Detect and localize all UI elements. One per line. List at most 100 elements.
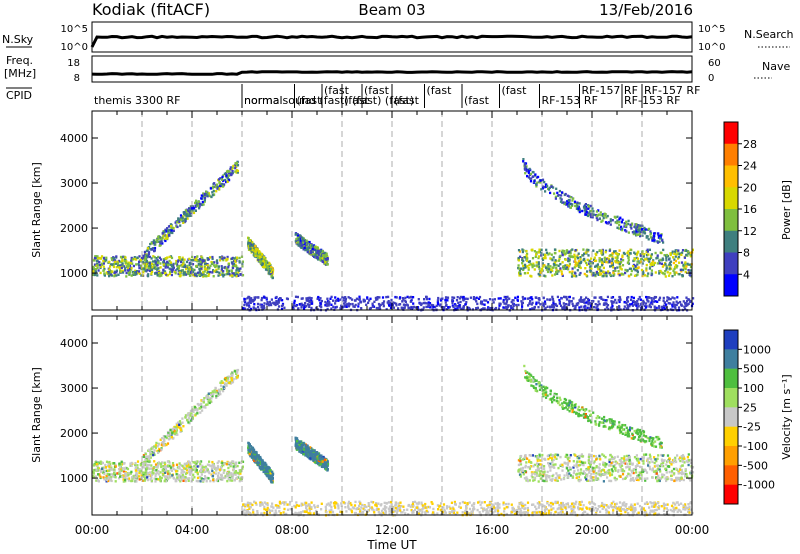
range-cell — [207, 470, 210, 473]
range-cell — [542, 302, 545, 305]
range-cell — [178, 474, 181, 477]
range-cell — [163, 466, 166, 469]
range-cell — [669, 253, 672, 257]
range-cell — [142, 471, 145, 474]
range-cell — [533, 268, 536, 271]
range-cell — [129, 462, 132, 465]
range-cell — [641, 274, 644, 278]
range-cell — [207, 267, 210, 270]
range-cell — [638, 232, 641, 236]
range-cell — [622, 259, 625, 262]
range-cell — [402, 303, 405, 306]
range-cell — [592, 271, 595, 275]
range-cell — [626, 254, 629, 257]
range-cell — [586, 270, 589, 273]
range-cell — [225, 273, 228, 276]
range-cell — [148, 455, 151, 458]
range-cell — [645, 258, 648, 261]
range-cell — [678, 261, 681, 264]
range-cell — [623, 300, 626, 304]
range-cell — [143, 463, 146, 467]
range-cell — [172, 467, 175, 471]
range-cell — [143, 460, 146, 464]
range-cell — [162, 435, 165, 438]
range-cell — [587, 212, 590, 215]
range-cell — [647, 238, 650, 241]
range-cell — [266, 302, 269, 305]
range-cell — [362, 298, 365, 301]
range-cell — [307, 246, 310, 250]
range-cell — [228, 178, 231, 182]
range-cell — [390, 298, 393, 302]
range-cell — [142, 479, 145, 482]
range-cell — [166, 433, 169, 437]
range-cell — [663, 272, 666, 276]
range-cell — [222, 389, 225, 393]
range-cell — [620, 221, 623, 224]
range-cell — [648, 303, 651, 306]
range-cell — [529, 172, 532, 176]
range-cell — [664, 275, 667, 278]
range-cell — [598, 296, 601, 299]
range-cell — [201, 469, 204, 472]
range-cell — [149, 453, 152, 456]
range-cell — [182, 211, 185, 214]
range-cell — [176, 225, 179, 229]
range-cell — [636, 299, 639, 303]
range-cell — [157, 464, 160, 467]
range-cell — [115, 262, 118, 265]
range-cell — [528, 297, 531, 300]
range-cell — [203, 199, 206, 202]
range-cell — [132, 477, 136, 480]
range-cell — [692, 297, 695, 300]
range-cell — [153, 449, 156, 452]
range-cell — [101, 467, 104, 470]
range-cell — [167, 263, 170, 267]
range-cell — [558, 249, 561, 253]
range-cell — [183, 214, 187, 217]
range-cell — [108, 475, 111, 478]
range-cell — [175, 463, 179, 466]
range-cell — [124, 269, 127, 272]
range-cell — [269, 469, 272, 472]
range-cell — [142, 462, 145, 465]
range-cell — [148, 459, 151, 462]
range-cell — [549, 265, 552, 268]
range-cell — [616, 266, 619, 269]
range-cell — [156, 449, 159, 453]
range-cell — [211, 271, 214, 274]
range-cell — [178, 256, 181, 259]
range-cell — [525, 250, 528, 253]
range-cell — [236, 169, 239, 173]
range-cell — [167, 262, 170, 265]
range-cell — [318, 304, 321, 308]
range-cell — [100, 255, 104, 258]
range-cell — [157, 259, 160, 263]
range-cell — [546, 184, 549, 188]
range-cell — [536, 181, 539, 184]
range-cell — [211, 262, 214, 265]
range-cell — [235, 273, 238, 276]
range-cell — [164, 228, 167, 232]
range-cell — [459, 295, 462, 299]
range-cell — [684, 267, 687, 271]
range-cell — [663, 301, 666, 304]
range-cell — [278, 297, 282, 300]
range-cell — [163, 479, 166, 483]
range-cell — [570, 275, 574, 278]
range-cell — [177, 426, 180, 429]
range-cell — [147, 267, 150, 270]
range-cell — [666, 299, 669, 302]
range-cell — [529, 308, 532, 311]
range-cell — [533, 180, 536, 183]
range-cell — [601, 219, 604, 222]
range-cell — [175, 259, 178, 263]
range-cell — [222, 275, 225, 278]
range-cell — [258, 253, 261, 256]
range-cell — [125, 260, 128, 263]
range-cell — [217, 185, 220, 188]
range-cell — [581, 300, 585, 303]
range-cell — [194, 201, 197, 205]
range-cell — [673, 252, 676, 255]
range-cell — [151, 265, 154, 269]
